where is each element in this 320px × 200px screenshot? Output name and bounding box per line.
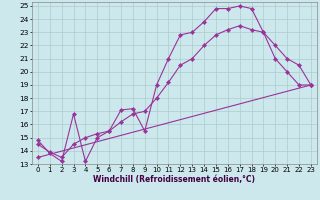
X-axis label: Windchill (Refroidissement éolien,°C): Windchill (Refroidissement éolien,°C) bbox=[93, 175, 255, 184]
